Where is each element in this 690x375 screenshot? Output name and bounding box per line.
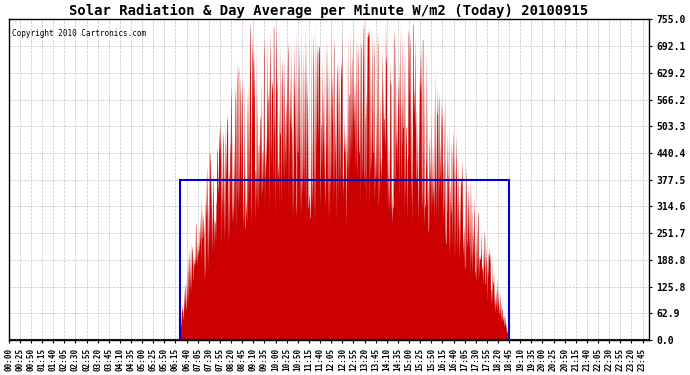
Title: Solar Radiation & Day Average per Minute W/m2 (Today) 20100915: Solar Radiation & Day Average per Minute… — [69, 4, 589, 18]
Text: Copyright 2010 Cartronics.com: Copyright 2010 Cartronics.com — [12, 29, 146, 38]
Bar — [180, 180, 509, 340]
